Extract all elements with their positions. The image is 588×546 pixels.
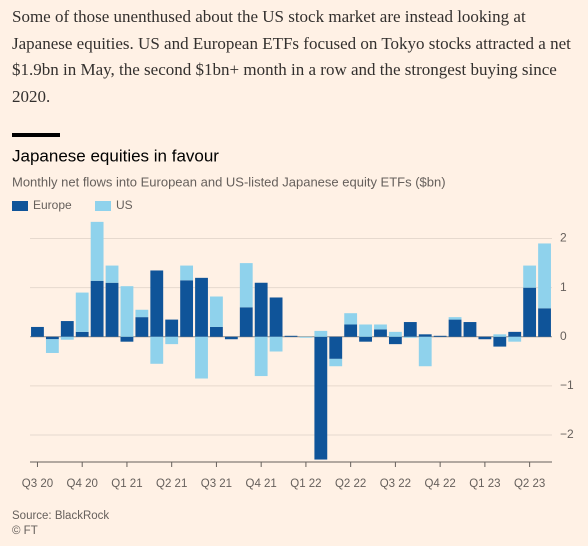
bar-segment xyxy=(538,243,551,309)
bar-segment xyxy=(210,296,223,327)
y-tick-label: 0 xyxy=(560,329,567,343)
bar-segment xyxy=(135,317,149,337)
y-tick-label: 1 xyxy=(560,280,567,294)
x-tick-label: Q1 22 xyxy=(290,478,321,490)
bar-segment xyxy=(150,336,164,364)
source: Source: BlackRock xyxy=(12,510,109,522)
bar-segment xyxy=(239,263,253,308)
x-tick-label: Q2 23 xyxy=(514,478,545,490)
bar-segment xyxy=(359,336,372,342)
legend-swatch xyxy=(12,201,28,211)
legend-swatch xyxy=(95,201,111,211)
bar-segment xyxy=(45,339,59,353)
bar-segment xyxy=(195,277,208,337)
bar-segment xyxy=(374,329,387,337)
bar-segment xyxy=(120,336,134,342)
bar-segment xyxy=(239,307,253,337)
title-rule xyxy=(12,133,60,137)
bar-segment xyxy=(180,280,194,337)
bar-segment xyxy=(254,336,268,377)
bar-segment xyxy=(493,334,507,337)
bar-segment xyxy=(344,324,358,337)
bar-segment xyxy=(314,330,328,337)
bar-segment xyxy=(403,322,417,337)
x-tick-label: Q4 22 xyxy=(424,478,455,490)
bar-segment xyxy=(31,326,44,337)
bar-segment xyxy=(45,336,59,340)
bar-segment xyxy=(60,336,74,340)
bar-segment xyxy=(284,335,298,337)
y-tick-label: −1 xyxy=(560,378,574,392)
x-tick-label: Q4 20 xyxy=(67,478,98,490)
bar-segment xyxy=(195,336,208,379)
legend-label: US xyxy=(116,198,133,212)
bar-segment xyxy=(90,280,104,337)
bar-segment xyxy=(165,336,179,345)
x-tick-label: Q3 20 xyxy=(22,478,53,490)
x-tick-label: Q2 21 xyxy=(156,478,187,490)
bar-segment xyxy=(508,336,522,342)
bar-segment xyxy=(523,287,537,337)
bar-segment xyxy=(478,336,492,340)
bar-segment xyxy=(433,335,447,337)
bar-segment xyxy=(448,319,462,337)
bar-segment xyxy=(299,336,313,338)
chart-title: Japanese equities in favour xyxy=(12,146,219,165)
bar-segment xyxy=(523,265,537,288)
bar-segment xyxy=(508,331,522,337)
x-tick-label: Q3 21 xyxy=(201,478,232,490)
bar-segment xyxy=(105,282,119,337)
bar-segment xyxy=(224,336,238,340)
bar-segment xyxy=(374,324,387,330)
x-tick-label: Q2 22 xyxy=(335,478,366,490)
legend-label: Europe xyxy=(33,198,72,212)
bar-segment xyxy=(388,331,402,337)
bar-segment xyxy=(165,319,179,337)
bar-segment xyxy=(269,297,283,337)
bar-segment xyxy=(75,331,89,337)
bar-segment xyxy=(210,326,223,337)
credit: © FT xyxy=(12,525,38,537)
bar-segment xyxy=(493,336,507,347)
bar-segment xyxy=(359,324,372,337)
bar-segment xyxy=(180,265,194,281)
bar-segment xyxy=(105,265,119,283)
bar-segment xyxy=(90,221,104,281)
bar-segment xyxy=(60,321,74,337)
bar-segment xyxy=(388,336,402,345)
bar-segment xyxy=(329,336,343,359)
y-tick-label: 2 xyxy=(560,231,567,245)
x-tick-label: Q4 21 xyxy=(246,478,277,490)
bar-segment xyxy=(418,336,432,367)
bar-segment xyxy=(269,336,283,352)
bar-segment xyxy=(314,336,328,460)
chart-subtitle: Monthly net flows into European and US-l… xyxy=(12,174,446,189)
bar-segment xyxy=(448,317,462,320)
bar-segment xyxy=(75,292,89,332)
bar-segment xyxy=(463,322,477,337)
bar-segment xyxy=(344,313,358,325)
bar-segment xyxy=(135,309,149,318)
x-tick-label: Q1 23 xyxy=(469,478,500,490)
bar-segment xyxy=(538,308,551,337)
y-tick-label: −2 xyxy=(560,427,574,441)
article-paragraph: Some of those unenthused about the US st… xyxy=(12,7,571,106)
bar-segment xyxy=(150,270,164,337)
bar-segment xyxy=(403,336,417,338)
x-tick-label: Q1 21 xyxy=(111,478,142,490)
bar-segment xyxy=(329,358,343,367)
bar-segment xyxy=(418,334,432,337)
bar-segment xyxy=(254,282,268,337)
x-tick-label: Q3 22 xyxy=(380,478,411,490)
bar-segment xyxy=(120,286,134,337)
